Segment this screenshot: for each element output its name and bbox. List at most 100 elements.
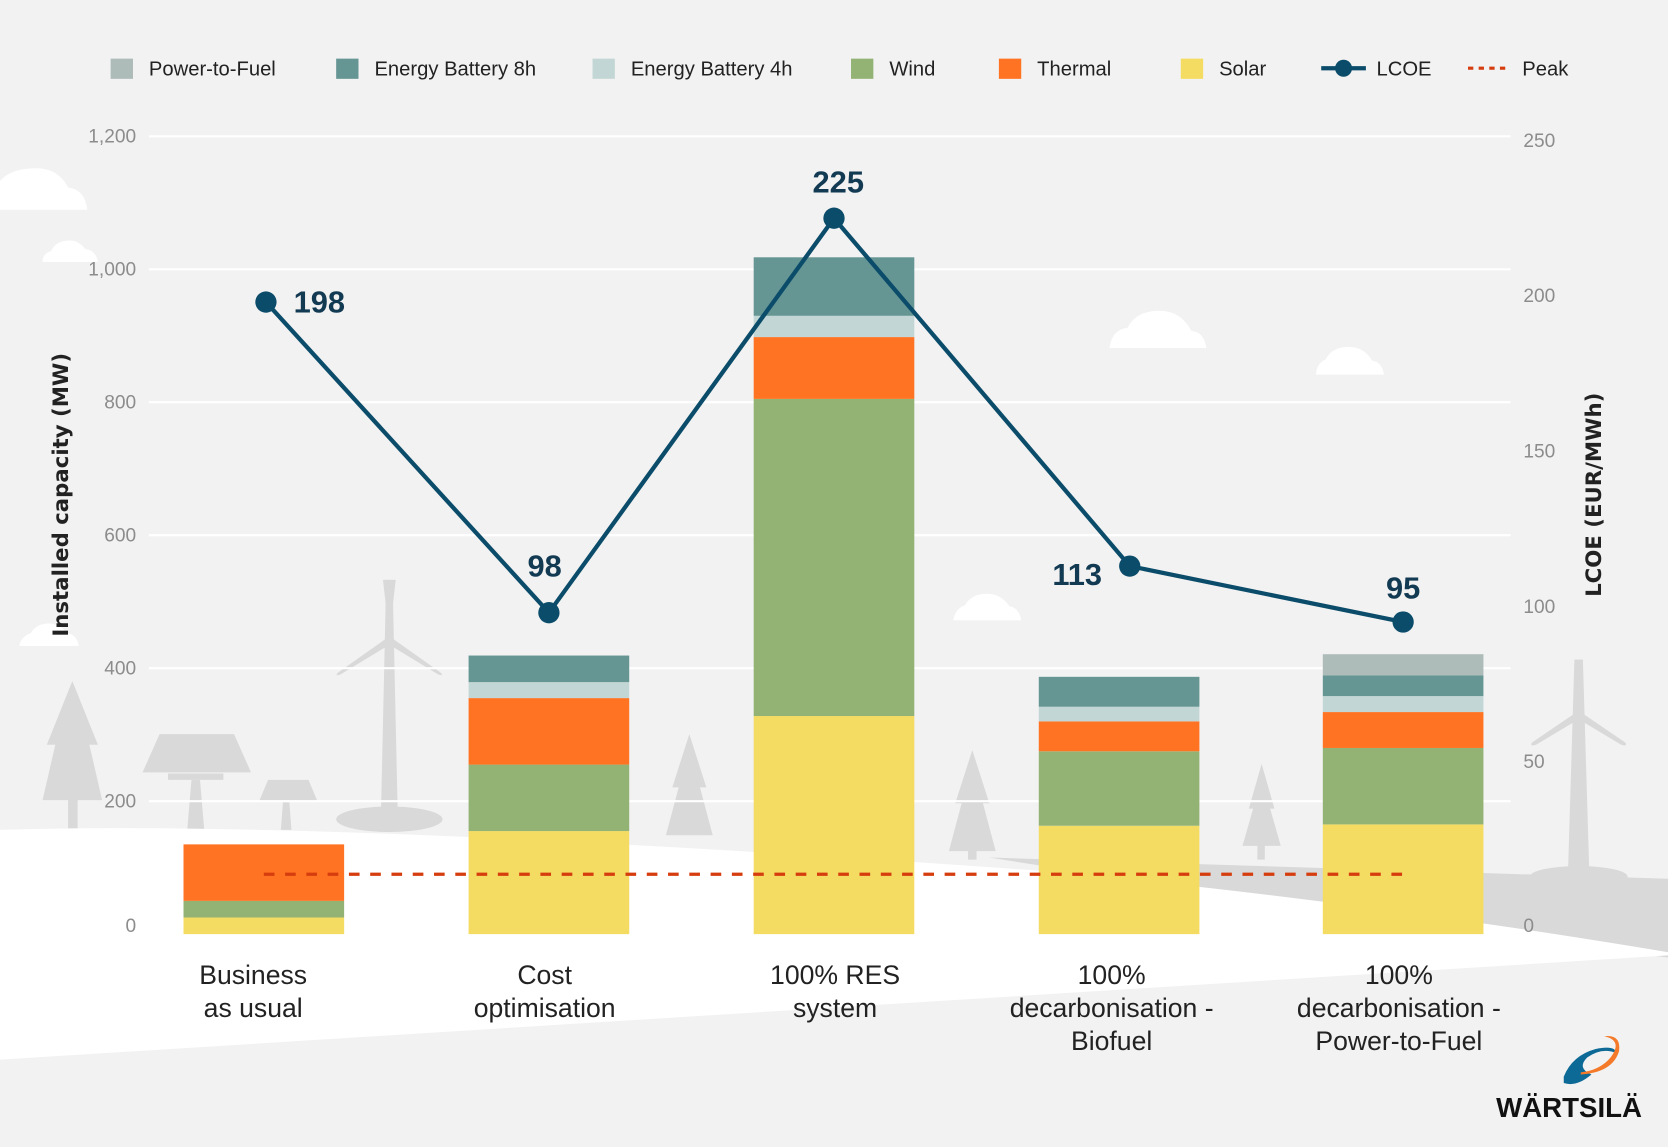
bar-segment-solar [1322, 824, 1484, 935]
legend-swatch [851, 58, 874, 79]
category-label: Power-to-Fuel [1315, 1026, 1482, 1056]
legend-swatch [336, 58, 359, 79]
bar-segment-energy-battery-8h [1322, 675, 1484, 697]
left-axis-title: Installed capacity (MW) [49, 353, 74, 637]
legend-item: Thermal [998, 58, 1111, 81]
bar-segment-energy-battery-4h [1322, 696, 1484, 713]
bar-stack [468, 655, 630, 935]
legend-item: Wind [851, 58, 935, 81]
bar-segment-wind [183, 900, 345, 918]
lcoe-data-label: 98 [528, 549, 562, 584]
y2-tick-label: 50 [1523, 752, 1544, 773]
lcoe-point [1119, 555, 1141, 577]
legend-label: Energy Battery 4h [631, 59, 793, 81]
legend-swatch [110, 58, 133, 79]
bar-segment-wind [753, 398, 915, 717]
legend-label: Wind [889, 59, 935, 81]
legend-label: Energy Battery 8h [374, 59, 536, 81]
lcoe-data-label: 198 [294, 285, 345, 320]
bar-segment-solar [753, 716, 915, 935]
bar-segment-energy-battery-4h [1038, 706, 1200, 722]
category-label: 100% RES [770, 960, 900, 990]
category-label: system [793, 993, 877, 1023]
bar-stack [753, 257, 915, 935]
bar-stack [1038, 676, 1200, 935]
bar-segment-solar [468, 831, 630, 935]
category-label: optimisation [474, 993, 616, 1023]
lcoe-data-label: 95 [1386, 571, 1420, 606]
category-label: decarbonisation - [1010, 993, 1214, 1023]
bar-segment-wind [468, 764, 630, 832]
solar-panel-icon [142, 734, 318, 830]
bar-segment-energy-battery-8h [753, 257, 915, 316]
legend-label: Peak [1522, 59, 1569, 81]
bar-stack [1322, 654, 1484, 935]
lcoe-point [823, 207, 845, 229]
right-axis-title: LCOE (EUR/MWh) [1582, 393, 1607, 597]
legend-label: Solar [1219, 59, 1266, 81]
wartsila-logo: WÄRTSILÄ [1496, 1036, 1642, 1123]
lcoe-data-label: 113 [1052, 557, 1102, 592]
y2-tick-label: 100 [1523, 597, 1555, 618]
bar-segment-energy-battery-8h [1038, 676, 1200, 707]
y-tick-label: 600 [104, 526, 136, 547]
bar-segment-energy-battery-4h [753, 315, 915, 338]
y2-tick-label: 150 [1523, 442, 1555, 463]
category-label: decarbonisation - [1297, 993, 1501, 1023]
legend-item: LCOE [1321, 59, 1432, 81]
stacked-bars [183, 257, 1484, 935]
left-axis-ticks: 0 200 400 600 800 1,000 1,200 [88, 127, 136, 937]
y2-tick-label: 0 [1523, 916, 1534, 937]
bar-segment-wind [1322, 747, 1484, 825]
legend-swatch [998, 58, 1022, 79]
legend-label: Power-to-Fuel [149, 59, 276, 81]
legend-item: Energy Battery 4h [592, 58, 793, 81]
legend-marker [1335, 59, 1353, 77]
right-axis-ticks: 0 50 100 150 200 250 [1523, 131, 1555, 937]
bar-segment-thermal [1038, 721, 1200, 752]
legend-item: Power-to-Fuel [110, 58, 276, 81]
y-tick-label: 200 [104, 792, 136, 813]
legend-label: Thermal [1037, 59, 1111, 81]
bar-segment-wind [1038, 751, 1200, 826]
category-label: Business [199, 960, 307, 990]
y-tick-label: 1,000 [88, 260, 136, 281]
wind-turbine-icon [336, 579, 1628, 888]
lcoe-point [255, 291, 277, 313]
y2-tick-label: 250 [1523, 131, 1555, 152]
category-label: Biofuel [1071, 1026, 1152, 1056]
category-label: 100% [1365, 960, 1433, 990]
bar-segment-thermal [468, 698, 630, 765]
bar-segment-solar [1038, 825, 1200, 935]
legend-item: Solar [1180, 58, 1267, 81]
y2-tick-label: 200 [1523, 286, 1555, 307]
y-tick-label: 400 [104, 659, 136, 680]
legend-item: Peak [1468, 59, 1569, 81]
bar-segment-thermal [183, 844, 345, 901]
legend-label: LCOE [1377, 59, 1432, 81]
lcoe-point [538, 602, 560, 624]
bar-segment-power-to-fuel [1322, 654, 1484, 676]
category-label: as usual [204, 993, 303, 1023]
lcoe-data-label: 225 [813, 165, 864, 200]
legend: Power-to-Fuel Energy Battery 8h Energy Bat… [110, 58, 1569, 81]
category-label: Cost [517, 960, 572, 990]
bar-segment-energy-battery-4h [468, 682, 630, 699]
ground [0, 828, 1668, 1060]
legend-swatch [592, 58, 615, 79]
y-tick-label: 800 [104, 393, 136, 414]
tree-icon [42, 680, 1281, 860]
legend-swatch [1180, 58, 1204, 79]
cloud-icon [0, 168, 1384, 646]
y-tick-label: 0 [126, 916, 137, 937]
bar-segment-thermal [1322, 712, 1484, 748]
bar-stack [183, 844, 345, 935]
lcoe-point [1392, 611, 1414, 633]
category-label: 100% [1078, 960, 1146, 990]
svg-text:WÄRTSILÄ: WÄRTSILÄ [1496, 1092, 1642, 1123]
legend-item: Energy Battery 8h [336, 58, 536, 81]
lcoe-line: 198 98 225 113 95 [255, 165, 1420, 633]
